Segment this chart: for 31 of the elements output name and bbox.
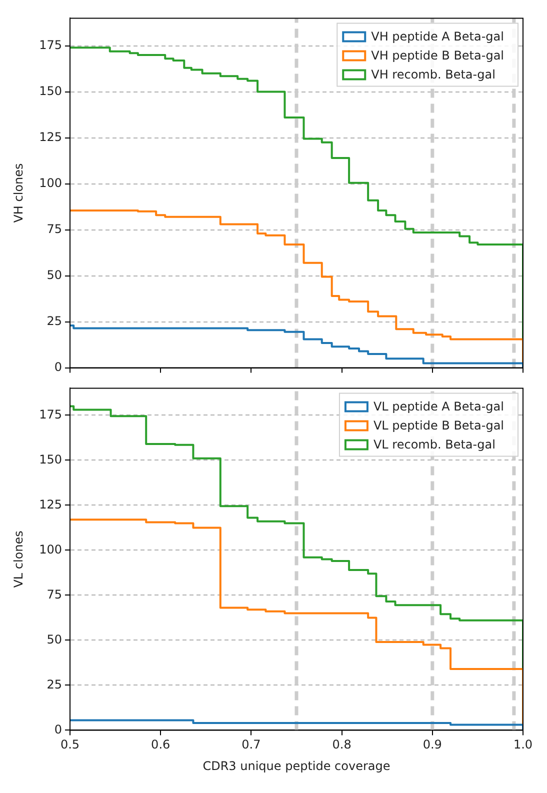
x-tick-label: 0.9 [422,738,442,752]
y-axis-title: VL clones [11,530,26,588]
x-tick-label: 0.8 [332,738,352,752]
y-tick-label: 175 [39,407,62,422]
legend-label: VH peptide A Beta-gal [371,29,504,44]
y-tick-label: 25 [46,677,62,692]
x-tick-label: 0.6 [151,738,170,752]
y-tick-label: 150 [39,452,62,466]
y-tick-label: 50 [46,632,62,646]
y-tick-label: 125 [39,497,62,512]
y-axis-title: VH clones [11,163,26,223]
x-axis-title: CDR3 unique peptide coverage [202,758,390,773]
y-tick-label: 100 [39,176,62,190]
y-tick-label: 0 [54,722,62,736]
legend-label: VH peptide B Beta-gal [371,48,504,62]
x-tick-label: 0.7 [242,738,261,752]
legend-label: VL peptide A Beta-gal [373,399,504,414]
legend-label: VL recomb. Beta-gal [373,437,496,452]
legend-label: VH recomb. Beta-gal [371,67,496,82]
y-tick-label: 75 [46,222,62,236]
y-tick-label: 50 [46,268,62,282]
y-tick-label: 150 [39,84,62,98]
x-tick-label: 1.0 [513,738,533,752]
y-tick-label: 175 [39,38,62,52]
y-tick-label: 100 [39,542,62,556]
y-tick-label: 125 [39,130,62,144]
y-tick-label: 25 [46,314,62,328]
y-tick-label: 0 [54,360,62,374]
y-tick-label: 75 [46,587,62,602]
x-tick-label: 0.5 [60,738,80,752]
legend-label: VL peptide B Beta-gal [373,418,504,432]
